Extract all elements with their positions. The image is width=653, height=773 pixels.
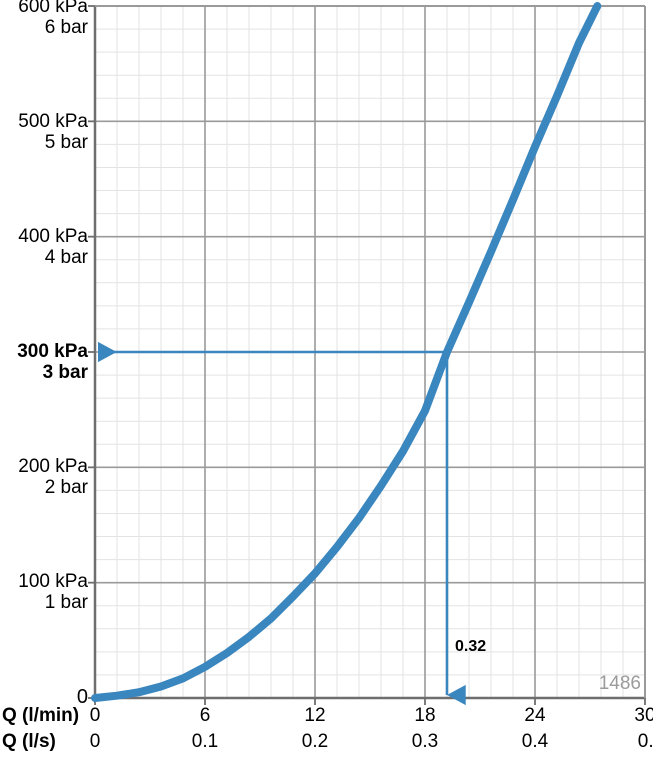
x-tick-ls-0.4: 0.4 xyxy=(521,731,549,752)
y-tick-600: 600 kPa 6 bar xyxy=(18,0,88,39)
y-tick-200: 200 kPa 2 bar xyxy=(18,456,88,499)
x-tick-ls-0.2: 0.2 xyxy=(301,731,329,752)
y-tick-200-bar: 2 bar xyxy=(44,477,88,499)
y-tick-300-kpa: 300 kPa xyxy=(17,341,88,362)
y-tick-500-kpa: 500 kPa xyxy=(18,111,88,132)
x-tick-lmin-18: 18 xyxy=(414,705,436,726)
y-tick-400: 400 kPa 4 bar xyxy=(18,226,88,269)
y-tick-100-kpa: 100 kPa xyxy=(18,571,88,592)
pressure-loss-curve xyxy=(91,2,602,702)
y-tick-300: 300 kPa 3 bar xyxy=(17,341,88,384)
x-tick-ls-0: 0 xyxy=(89,731,101,752)
x-tick-ls-0.5: 0.5 xyxy=(637,731,653,752)
x-axis-row-lmin: Q (l/min) 0 6 12 18 24 30 xyxy=(0,705,653,731)
x-tick-lmin-0: 0 xyxy=(89,705,101,726)
y-tick-400-kpa: 400 kPa xyxy=(18,226,88,247)
x-axis-title-lmin: Q (l/min) xyxy=(2,705,80,726)
y-tick-500-bar: 5 bar xyxy=(44,132,88,154)
x-axis-title-ls: Q (l/s) xyxy=(2,731,56,752)
y-tick-600-bar: 6 bar xyxy=(44,17,88,39)
x-tick-lmin-12: 12 xyxy=(304,705,326,726)
y-tick-200-kpa: 200 kPa xyxy=(18,456,88,477)
y-tick-100: 100 kPa 1 bar xyxy=(18,571,88,614)
watermark-number: 1486 xyxy=(598,673,641,694)
x-tick-ls-0.1: 0.1 xyxy=(191,731,219,752)
x-axis-labels: Q (l/min) 0 6 12 18 24 30 Q (l/s) 0 0.1 … xyxy=(0,703,653,765)
x-tick-lmin-6: 6 xyxy=(199,705,211,726)
readout-value-label: 0.32 xyxy=(455,638,487,655)
y-tick-500: 500 kPa 5 bar xyxy=(18,111,88,154)
y-tick-600-kpa: 600 kPa xyxy=(18,0,88,17)
y-axis-labels: 600 kPa 6 bar 500 kPa 5 bar 400 kPa 4 ba… xyxy=(0,0,88,710)
x-tick-lmin-30: 30 xyxy=(634,705,653,726)
plot-area: 0.32 1486 xyxy=(88,2,646,706)
y-tick-400-bar: 4 bar xyxy=(44,247,88,269)
x-axis-row-ls: Q (l/s) 0 0.1 0.2 0.3 0.4 0.5 xyxy=(0,731,653,757)
x-tick-lmin-24: 24 xyxy=(524,705,546,726)
y-tick-100-bar: 1 bar xyxy=(44,592,88,614)
y-tick-0-value: 0 xyxy=(76,686,88,708)
x-tick-ls-0.3: 0.3 xyxy=(411,731,439,752)
y-tick-300-bar: 3 bar xyxy=(42,362,88,384)
readout-arrows xyxy=(97,341,466,706)
minor-horizontal-gridlines xyxy=(95,28,645,676)
y-tick-0: 0 xyxy=(77,686,88,708)
